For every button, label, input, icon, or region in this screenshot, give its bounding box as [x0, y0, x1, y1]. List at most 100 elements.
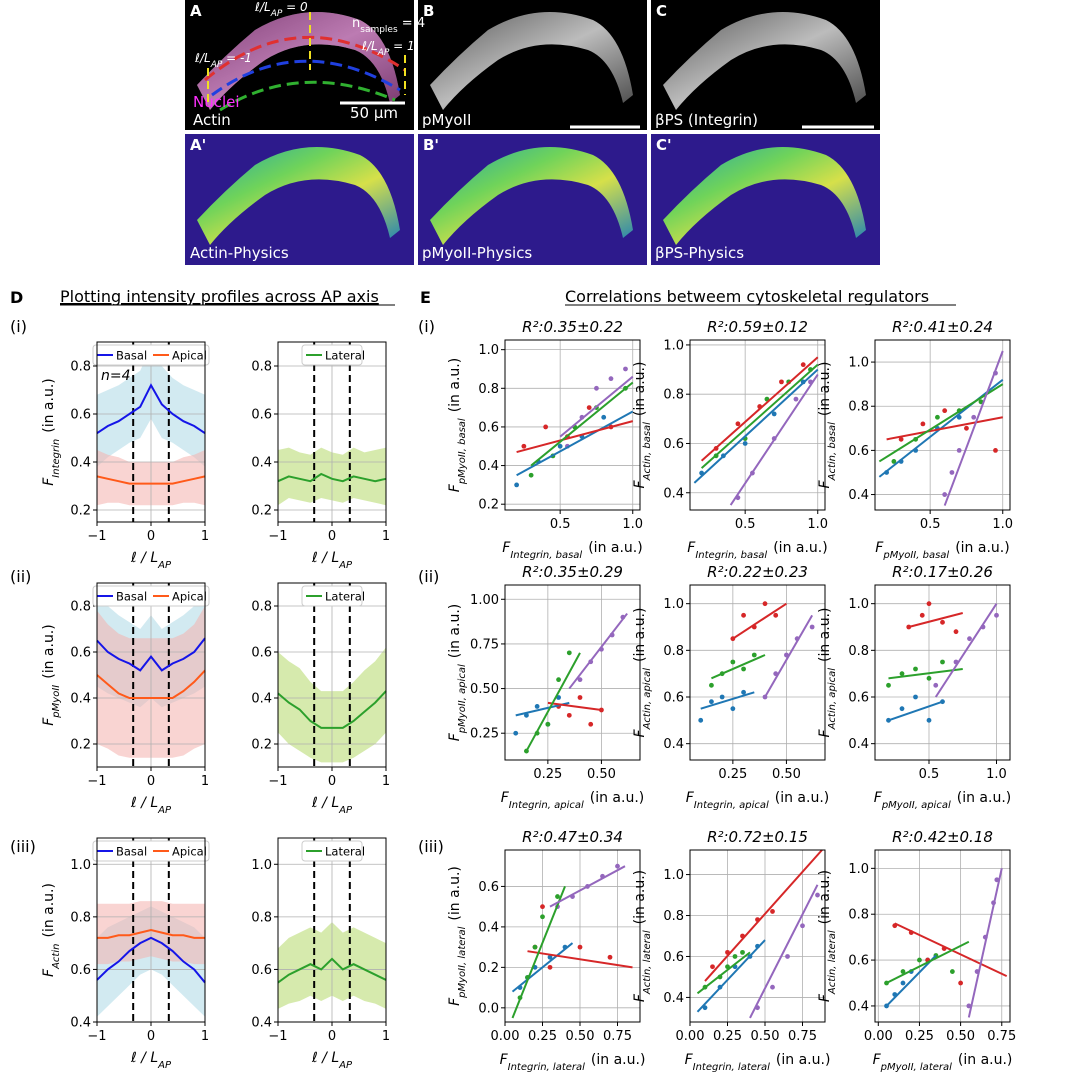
label-part: F: [501, 790, 510, 806]
row-label: (iii): [10, 837, 36, 856]
fit-line: [704, 849, 823, 982]
x-tick-label: 1: [382, 529, 390, 544]
y-tick-label: 0.0: [478, 1001, 499, 1016]
label-part: ℓ / L: [130, 1050, 158, 1066]
legend-label: Basal: [116, 845, 147, 859]
x-tick-label: 0.75: [603, 1029, 632, 1044]
axis-label: FActin, lateral (in a.u.): [817, 870, 838, 1002]
y-tick-label: 0.4: [70, 1016, 91, 1031]
y-tick-label: 0.4: [848, 999, 869, 1014]
point: [742, 441, 748, 446]
point: [741, 666, 746, 672]
image-panels: A B C A' B' C' Nuclei Actin pMyoII βPS (…: [185, 0, 880, 265]
label-part: F: [875, 540, 884, 556]
point: [532, 944, 538, 950]
label-part: Integrin, lateral: [508, 1062, 586, 1073]
point: [547, 954, 553, 960]
point: [949, 470, 955, 475]
y-tick-label: 0.4: [251, 1016, 272, 1031]
point: [971, 414, 977, 420]
y-tick-label: 0.6: [663, 437, 684, 452]
x-tick-label: 1.0: [807, 517, 828, 532]
line: [96, 383, 206, 435]
fit-line: [530, 381, 634, 467]
apical-line: [204, 35, 406, 82]
label-part: Actin: [51, 944, 62, 970]
y-tick-label: 1.0: [478, 343, 499, 358]
label-part: (in a.u.): [41, 624, 57, 679]
label-part: (in a.u.): [588, 540, 643, 556]
label-part: pMyoII, basal: [882, 550, 949, 561]
x-tick-label: 1: [382, 1029, 390, 1044]
x-tick-label: 1: [201, 774, 209, 789]
image-caption: pMyoII: [422, 111, 471, 129]
label-part: pMyoII, lateral: [880, 1062, 952, 1073]
label-part: AP: [157, 1060, 172, 1071]
image-caption: Actin-Physics: [190, 244, 289, 262]
fit-line: [511, 886, 566, 1019]
axis-label: ℓ / LAP: [130, 550, 172, 571]
y-tick-label: 0.6: [70, 408, 91, 423]
y-tick-label: 0.4: [251, 692, 272, 707]
fit-line: [729, 373, 819, 506]
fit-line: [696, 951, 751, 995]
point: [773, 612, 779, 618]
axis-label: FIntegrin, apical (in a.u.): [501, 790, 645, 811]
point: [994, 612, 999, 618]
row-label: (ii): [418, 567, 439, 586]
panel-letter: B: [423, 2, 434, 20]
frame: [504, 584, 641, 761]
x-tick-label: 0.5: [735, 517, 756, 532]
annotation: nsamples = 4: [352, 16, 425, 35]
x-tick-label: −1: [268, 1029, 287, 1044]
axis-label: FpMyoII, apical (in a.u.): [874, 790, 1012, 811]
axis-label: ℓ / LAP: [130, 795, 172, 816]
axis-label: ℓ / LAP: [311, 1050, 353, 1071]
label-part: (in a.u.): [958, 1052, 1013, 1068]
label-part: Actin, basal: [827, 422, 838, 482]
label-part: F: [817, 479, 833, 488]
label-part: (in a.u.): [591, 1052, 646, 1068]
y-tick-label: 1.0: [663, 338, 684, 353]
point: [926, 717, 932, 723]
x-tick-label: 0: [147, 1029, 155, 1044]
point: [913, 694, 918, 700]
x-tick-label: −1: [268, 774, 287, 789]
y-tick-label: 0.25: [470, 727, 499, 742]
section-letter: D: [10, 288, 23, 307]
y-tick-label: 0.4: [478, 459, 499, 474]
fit-line: [908, 612, 964, 628]
y-tick-label: 0.8: [70, 600, 91, 615]
fit-line: [764, 614, 814, 698]
axis-label: ℓ / LAP: [311, 550, 353, 571]
label-part: Integrin, basal: [510, 550, 582, 561]
fit-line: [711, 654, 766, 680]
label-part: (in a.u.): [817, 870, 833, 925]
section-letter: E: [420, 288, 431, 307]
x-tick-label: 0.25: [528, 1029, 557, 1044]
point: [709, 682, 714, 688]
point: [949, 969, 955, 974]
x-tick-label: 0.25: [533, 767, 562, 782]
fit-line: [516, 410, 634, 477]
point: [555, 894, 560, 899]
panel-letter: C': [656, 136, 672, 154]
label-part: (in a.u.): [447, 358, 463, 413]
fit-line: [559, 375, 634, 438]
chart-title: R²:0.47±0.34: [522, 828, 623, 846]
y-tick-label: 1.0: [848, 597, 869, 612]
y-tick-label: 0.2: [70, 504, 91, 519]
point: [741, 612, 746, 618]
label-part: (in a.u.): [41, 378, 57, 433]
fit-line: [885, 954, 937, 1007]
line: [96, 936, 206, 984]
point: [964, 425, 969, 431]
fit-line: [549, 865, 626, 908]
y-tick-label: 0.6: [478, 880, 499, 895]
x-tick-label: 1.0: [622, 517, 643, 532]
point: [545, 721, 551, 727]
axis-label: ℓ / LAP: [130, 1050, 172, 1071]
point: [926, 675, 932, 681]
x-tick-label: 0.50: [946, 1029, 975, 1044]
x-tick-label: 0.50: [772, 767, 801, 782]
